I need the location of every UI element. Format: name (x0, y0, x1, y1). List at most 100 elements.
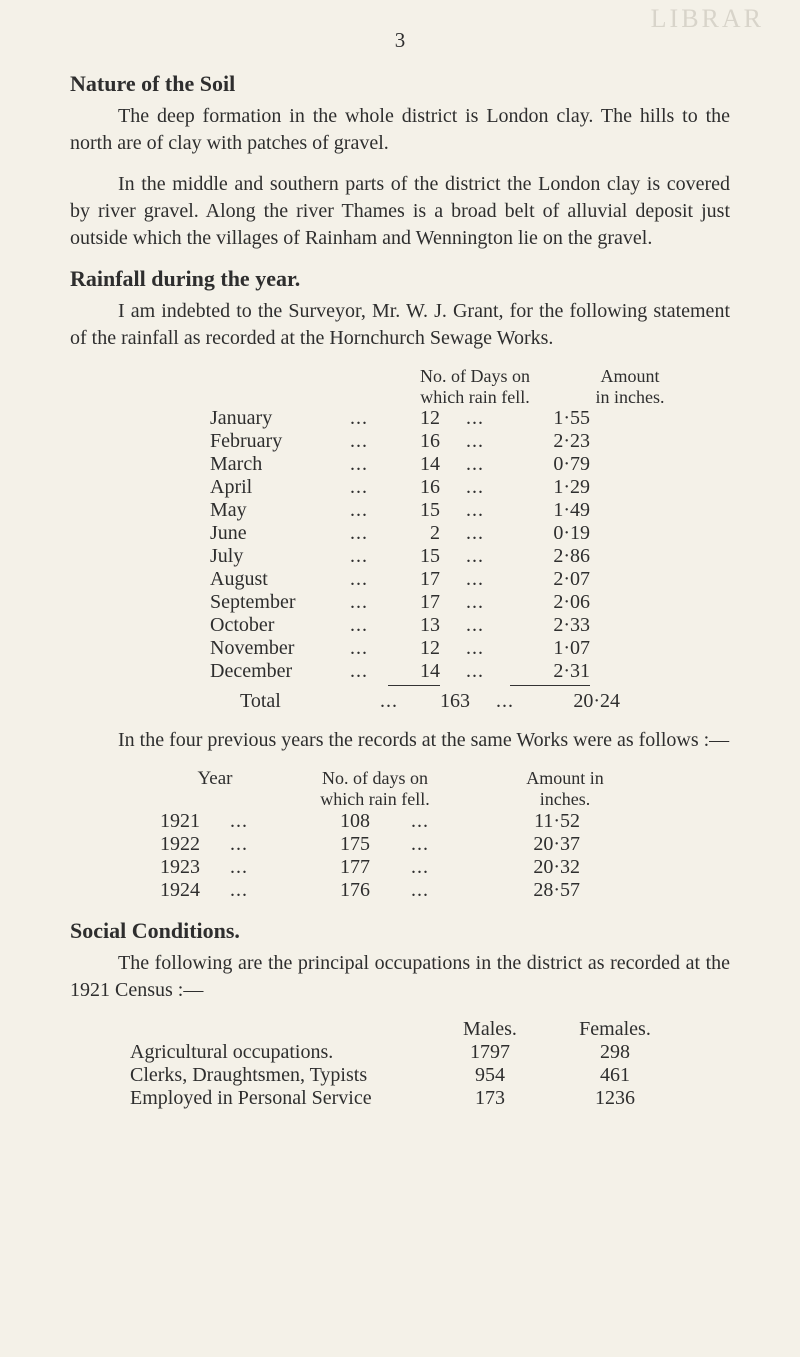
rainfall-days: 16 (388, 430, 440, 453)
soil-paragraph-2: In the middle and southern parts of the … (70, 171, 730, 252)
leader-dots: ... (440, 614, 510, 637)
leader-dots: ... (440, 568, 510, 591)
leader-dots: ... (440, 430, 510, 453)
rainfall-days: 12 (388, 637, 440, 660)
rainfall-amount: 1·07 (510, 637, 590, 660)
rainfall-intro: I am indebted to the Surveyor, Mr. W. J.… (70, 298, 730, 352)
previous-year: 1924 (160, 879, 230, 902)
occupation-males: 173 (430, 1087, 550, 1110)
heading-rainfall: Rainfall during the year. (70, 266, 730, 292)
leader-dots: ... (350, 660, 388, 683)
heading-social: Social Conditions. (70, 918, 730, 944)
rainfall-total-label: Total (210, 690, 380, 713)
leader-dots: ... (350, 591, 388, 614)
occupation-males: 1797 (430, 1041, 550, 1064)
rainfall-month: April (210, 476, 350, 499)
leader-dots: ... (350, 568, 388, 591)
leader-dots: ... (440, 591, 510, 614)
page-number: 3 (70, 28, 730, 53)
leader-dots: ... (230, 833, 290, 856)
leader-dots: ... (440, 453, 510, 476)
rainfall-days: 14 (388, 660, 440, 683)
leader-dots: ... (440, 407, 510, 430)
occupation-males: 954 (430, 1064, 550, 1087)
leader-dots: ... (350, 637, 388, 660)
rainfall-month: July (210, 545, 350, 568)
occupation-females: 1236 (550, 1087, 680, 1110)
rainfall-month: August (210, 568, 350, 591)
previous-days: 108 (290, 810, 370, 833)
leader-dots: ... (350, 407, 388, 430)
previous-amount: 28·57 (470, 879, 580, 902)
rainfall-days: 17 (388, 568, 440, 591)
rainfall-total-amount: 20·24 (540, 690, 620, 713)
rainfall-amount: 2·33 (510, 614, 590, 637)
rainfall-total-days: 163 (418, 690, 470, 713)
previous-year: 1921 (160, 810, 230, 833)
previous-amount: 11·52 (470, 810, 580, 833)
leader-dots: ... (440, 476, 510, 499)
previous-days: 177 (290, 856, 370, 879)
rainfall-header-amt-l2: in inches. (596, 387, 665, 407)
rainfall-row: May...15...1·49 (210, 499, 730, 522)
occupation-row: Agricultural occupations.1797298 (130, 1041, 730, 1064)
leader-dots: ... (440, 545, 510, 568)
heading-soil: Nature of the Soil (70, 71, 730, 97)
rainfall-row: July...15...2·86 (210, 545, 730, 568)
rainfall-row: March...14...0·79 (210, 453, 730, 476)
rainfall-amount: 2·31 (510, 660, 590, 683)
rainfall-days: 13 (388, 614, 440, 637)
rainfall-days: 12 (388, 407, 440, 430)
occupation-row: Clerks, Draughtsmen, Typists954461 (130, 1064, 730, 1087)
rainfall-table: No. of Days on which rain fell. Amount i… (210, 366, 730, 713)
previous-row: 1921...108...11·52 (160, 810, 730, 833)
rainfall-row: November...12...1·07 (210, 637, 730, 660)
leader-dots: ... (370, 833, 470, 856)
leader-dots: ... (230, 810, 290, 833)
previous-header-days-l2: which rain fell. (320, 789, 429, 809)
occupation-females: 461 (550, 1064, 680, 1087)
social-intro: The following are the principal occupati… (70, 950, 730, 1004)
leader-dots: ... (230, 856, 290, 879)
rainfall-row: January...12...1·55 (210, 407, 730, 430)
previous-years-table: Year No. of days on which rain fell. Amo… (160, 768, 730, 901)
leader-dots: ... (350, 614, 388, 637)
rainfall-month: January (210, 407, 350, 430)
rainfall-amount: 1·55 (510, 407, 590, 430)
previous-row: 1923...177...20·32 (160, 856, 730, 879)
occupations-header-females: Females. (550, 1018, 680, 1041)
rainfall-days: 2 (388, 522, 440, 545)
leader-dots: ... (350, 453, 388, 476)
rainfall-amount: 1·49 (510, 499, 590, 522)
rainfall-header-amt-l1: Amount (600, 366, 659, 386)
leader-dots: ... (380, 690, 418, 713)
rainfall-row: December...14...2·31 (210, 660, 730, 683)
soil-paragraph-1: The deep formation in the whole district… (70, 103, 730, 157)
previous-header-amt-l1: Amount in (526, 768, 604, 788)
occupations-table: Males. Females. Agricultural occupations… (130, 1018, 730, 1110)
rainfall-amount: 2·06 (510, 591, 590, 614)
rainfall-row: August...17...2·07 (210, 568, 730, 591)
previous-header-year: Year (160, 768, 270, 809)
leader-dots: ... (350, 476, 388, 499)
occupation-row: Employed in Personal Service1731236 (130, 1087, 730, 1110)
rainfall-row: June...2...0·19 (210, 522, 730, 545)
previous-row: 1922...175...20·37 (160, 833, 730, 856)
previous-amount: 20·37 (470, 833, 580, 856)
previous-row: 1924...176...28·57 (160, 879, 730, 902)
leader-dots: ... (440, 660, 510, 683)
previous-intro: In the four previous years the records a… (70, 727, 730, 754)
rainfall-days: 15 (388, 499, 440, 522)
rainfall-amount: 1·29 (510, 476, 590, 499)
watermark-text: LIBRAR (651, 4, 764, 34)
rainfall-row: September...17...2·06 (210, 591, 730, 614)
occupations-header: Males. Females. (130, 1018, 730, 1041)
rainfall-row: February...16...2·23 (210, 430, 730, 453)
rainfall-month: September (210, 591, 350, 614)
rainfall-header-days-l2: which rain fell. (420, 387, 529, 407)
rainfall-month: May (210, 499, 350, 522)
rainfall-month: February (210, 430, 350, 453)
leader-dots: ... (370, 856, 470, 879)
rainfall-header-days-l1: No. of Days on (420, 366, 530, 386)
rainfall-month: June (210, 522, 350, 545)
